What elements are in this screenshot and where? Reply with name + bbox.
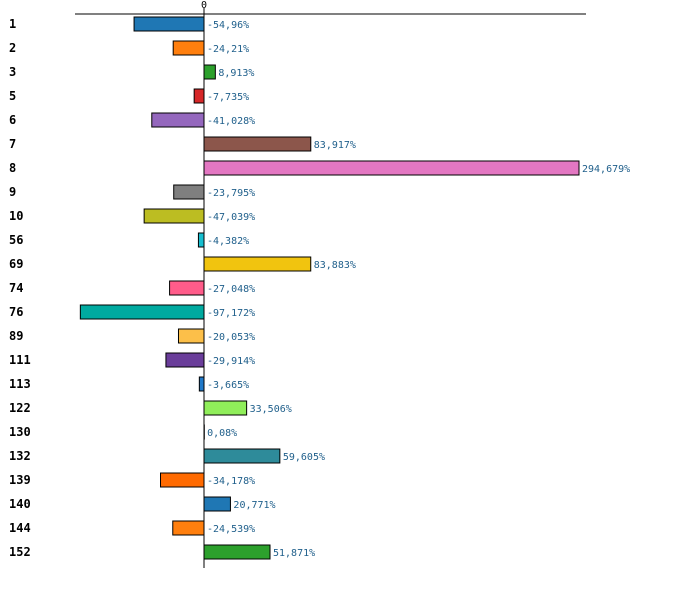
value-label: -24,539% (207, 524, 255, 535)
bar (197, 232, 205, 248)
bar-row: 132 59,605% (9, 448, 325, 464)
value-label: -3,665% (207, 380, 249, 391)
bar (151, 112, 205, 128)
category-label: 132 (9, 449, 31, 463)
bar-row: 122 33,506% (9, 400, 292, 416)
bar-row: 2 -24,21% (9, 40, 249, 56)
category-label: 6 (9, 113, 16, 127)
bar-row: 152 51,871% (9, 544, 315, 560)
bar (203, 64, 216, 80)
bar-row: 140 20,771% (9, 496, 276, 512)
category-label: 9 (9, 185, 16, 199)
bar (203, 544, 271, 560)
bar (198, 376, 205, 392)
bar-row: 10 -47,039% (9, 208, 255, 224)
bar-row: 56 -4,382% (9, 232, 249, 248)
value-label: -97,172% (207, 308, 255, 319)
bar (203, 496, 231, 512)
category-label: 113 (9, 377, 31, 391)
category-label: 7 (9, 137, 16, 151)
category-label: 2 (9, 41, 16, 55)
bar-row: 139 -34,178% (9, 472, 255, 488)
bar (133, 16, 205, 32)
bar (172, 40, 205, 56)
category-label: 10 (9, 209, 23, 223)
bar (172, 520, 205, 536)
bar-row: 9 -23,795% (9, 184, 255, 200)
value-label: -47,039% (207, 212, 255, 223)
category-label: 111 (9, 353, 31, 367)
bar (203, 136, 312, 152)
category-label: 140 (9, 497, 31, 511)
bar (160, 472, 205, 488)
category-label: 5 (9, 89, 16, 103)
bar (203, 160, 580, 176)
value-label: 83,917% (314, 140, 356, 151)
category-label: 130 (9, 425, 31, 439)
bar (203, 448, 281, 464)
bar (177, 328, 205, 344)
value-label: 8,913% (218, 68, 254, 79)
category-label: 8 (9, 161, 16, 175)
bar-row: 76 -97,172% (9, 304, 255, 320)
bar (193, 88, 205, 104)
category-label: 152 (9, 545, 31, 559)
zero-tick-label: 0 (201, 0, 207, 11)
category-label: 76 (9, 305, 23, 319)
value-label: -4,382% (207, 236, 249, 247)
bar (79, 304, 205, 320)
value-label: 20,771% (233, 500, 275, 511)
category-label: 144 (9, 521, 31, 535)
bar (173, 184, 205, 200)
value-label: 294,679% (582, 164, 630, 175)
bar-row: 7 83,917% (9, 136, 356, 152)
bar (203, 256, 312, 272)
value-label: -24,21% (207, 44, 249, 55)
value-label: -41,028% (207, 116, 255, 127)
bar-row: 3 8,913% (9, 64, 254, 80)
bar-row: 111 -29,914% (9, 352, 255, 368)
category-label: 139 (9, 473, 31, 487)
category-label: 89 (9, 329, 23, 343)
category-label: 56 (9, 233, 23, 247)
category-label: 1 (9, 17, 16, 31)
value-label: -20,053% (207, 332, 255, 343)
bar-row: 8 294,679% (9, 160, 630, 176)
bar (169, 280, 205, 296)
value-label: -29,914% (207, 356, 255, 367)
value-label: -27,048% (207, 284, 255, 295)
value-label: -23,795% (207, 188, 255, 199)
category-label: 74 (9, 281, 23, 295)
value-label: 83,883% (314, 260, 356, 271)
bar-row: 130 0,08% (9, 424, 237, 440)
value-label: -7,735% (207, 92, 249, 103)
bar (165, 352, 205, 368)
value-label: 33,506% (250, 404, 292, 415)
category-label: 122 (9, 401, 31, 415)
bar (143, 208, 205, 224)
bar-row: 144 -24,539% (9, 520, 255, 536)
value-label: 0,08% (207, 428, 237, 439)
value-label: -54,96% (207, 20, 249, 31)
bar-row: 89 -20,053% (9, 328, 255, 344)
bar-row: 1 -54,96% (9, 16, 249, 32)
bar-row: 6 -41,028% (9, 112, 255, 128)
value-label: 59,605% (283, 452, 325, 463)
value-label: -34,178% (207, 476, 255, 487)
category-label: 69 (9, 257, 23, 271)
category-label: 3 (9, 65, 16, 79)
value-label: 51,871% (273, 548, 315, 559)
bar-rows: 1 -54,96% 2 -24,21% 3 8,913% 5 -7,735% 6 -41,028%… (9, 16, 630, 560)
bar-row: 5 -7,735% (9, 88, 249, 104)
bar-row: 113 -3,665% (9, 376, 249, 392)
bar (203, 400, 248, 416)
bar-row: 74 -27,048% (9, 280, 255, 296)
bar-row: 69 83,883% (9, 256, 356, 272)
